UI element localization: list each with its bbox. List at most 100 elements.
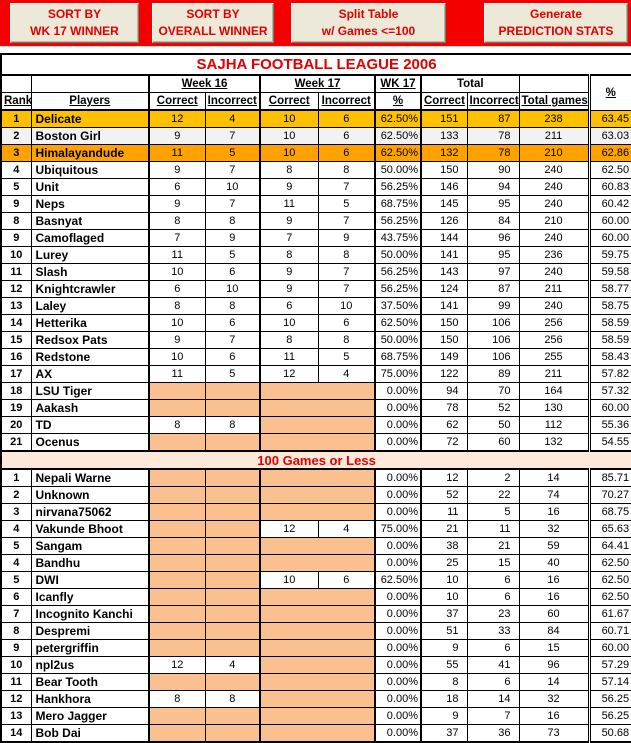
- wk17-pct-cell: 0.00%: [374, 503, 422, 521]
- w16-incorrect-cell: 9: [204, 229, 261, 247]
- w16-incorrect-cell: 8: [204, 212, 261, 230]
- rank-cell: 1: [0, 468, 32, 487]
- total-incorrect-cell: 99: [466, 297, 520, 315]
- button-label: SORT BY: [186, 7, 240, 21]
- rank-cell: 8: [0, 212, 32, 230]
- wk17-pct-cell: 0.00%: [374, 399, 422, 417]
- total-header: Total: [420, 74, 520, 93]
- page-title: SAJHA FOOTBALL LEAGUE 2006: [0, 53, 631, 76]
- total-incorrect-cell: 87: [466, 280, 520, 298]
- table-row: 5 DWI 10 6 62.50% 10 6 16 62.50: [0, 571, 631, 589]
- w16-incorrect-cell: 6: [204, 263, 261, 281]
- rank-cell: 8: [0, 622, 32, 640]
- total-correct-cell: 25: [420, 554, 468, 572]
- total-incorrect-cell: 21: [466, 537, 520, 555]
- w17-incorrect-cell: 8: [317, 246, 376, 264]
- w16-correct-cell: [148, 622, 206, 640]
- table-row: 13 Laley 8 8 6 10 37.50% 141 99 240 58.75: [0, 297, 631, 315]
- w16-correct-cell: 8: [148, 297, 206, 315]
- pct-cell: 57.32: [587, 382, 631, 400]
- total-incorrect-cell: 106: [466, 331, 520, 349]
- w17-merged-cell: [259, 690, 376, 708]
- table-row: 3 nirvana75062 0.00% 11 5 16 68.75: [0, 503, 631, 521]
- table-row: 9 Neps 9 7 11 5 68.75% 145 95 240 60.42: [0, 195, 631, 213]
- total-games-cell: 256: [518, 314, 590, 332]
- rank-cell: 3: [0, 503, 32, 521]
- w16-incorrect-cell: 7: [204, 331, 261, 349]
- w17-incorrect-cell: 5: [317, 348, 376, 366]
- w16-incorrect-cell: [204, 571, 261, 589]
- section-divider-label: 100 Games or Less: [0, 450, 631, 470]
- player-cell: Laley: [30, 297, 150, 315]
- player-cell: Ocenus: [30, 433, 150, 452]
- toolbar-gap: [0, 46, 631, 53]
- w16-correct-cell: 9: [148, 195, 206, 213]
- table-row: 21 Ocenus 0.00% 72 60 132 54.55: [0, 433, 631, 452]
- player-cell: AX: [30, 365, 150, 383]
- pct-cell: 63.45: [587, 109, 631, 128]
- table-row: 18 LSU Tiger 0.00% 94 70 164 57.32: [0, 382, 631, 400]
- generate-prediction-stats-button[interactable]: Generate PREDICTION STATS: [484, 3, 628, 43]
- total-games-cell: 210: [518, 144, 590, 162]
- w17-merged-cell: [259, 588, 376, 606]
- player-cell: Nepali Warne: [30, 468, 150, 487]
- rank-cell: 9: [0, 229, 32, 247]
- wk17-header: WK 17: [374, 74, 422, 93]
- w16-correct-cell: 10: [148, 263, 206, 281]
- wk17-pct-cell: 0.00%: [374, 382, 422, 400]
- wk17-pct-cell: 56.25%: [374, 263, 422, 281]
- rank-cell: 13: [0, 707, 32, 725]
- wk17-pct-cell: 0.00%: [374, 486, 422, 504]
- total-correct-cell: 38: [420, 537, 468, 555]
- total-correct-cell: 126: [420, 212, 468, 230]
- rank-cell: 16: [0, 348, 32, 366]
- table-row: 7 Incognito Kanchi 0.00% 37 23 60 61.67: [0, 605, 631, 623]
- total-correct-cell: 11: [420, 503, 468, 521]
- player-cell: Mero Jagger: [30, 707, 150, 725]
- button-label: Split Table: [338, 7, 399, 21]
- total-correct-cell: 150: [420, 331, 468, 349]
- w17-correct-cell: 12: [259, 520, 319, 538]
- sort-wk17-winner-button[interactable]: SORT BY WK 17 WINNER: [10, 3, 139, 43]
- split-table-button[interactable]: Split Table w/ Games <=100: [291, 3, 446, 43]
- wk17-pct-cell: 0.00%: [374, 554, 422, 572]
- w17-merged-cell: [259, 433, 376, 452]
- table-row: 15 Redsox Pats 9 7 8 8 50.00% 150 106 256 58.59: [0, 331, 631, 349]
- player-cell: Himalayandude: [30, 144, 150, 162]
- player-cell: DWI: [30, 571, 150, 589]
- w16-incorrect-cell: [204, 486, 261, 504]
- player-cell: Unit: [30, 178, 150, 196]
- player-cell: Slash: [30, 263, 150, 281]
- w16-incorrect-header: Incorrect: [204, 92, 261, 111]
- pct-cell: 57.82: [587, 365, 631, 383]
- pct-cell: 60.00: [587, 639, 631, 657]
- w16-correct-cell: [148, 399, 206, 417]
- w16-correct-cell: 6: [148, 178, 206, 196]
- total-games-cell: 14: [518, 468, 590, 487]
- w16-incorrect-cell: [204, 382, 261, 400]
- w17-correct-cell: 9: [259, 178, 319, 196]
- total-incorrect-cell: 6: [466, 639, 520, 657]
- w17-merged-cell: [259, 605, 376, 623]
- pct-cell: 56.25: [587, 690, 631, 708]
- total-games-cell: 15: [518, 639, 590, 657]
- table-row: 8 Basnyat 8 8 9 7 56.25% 126 84 210 60.00: [0, 212, 631, 230]
- w16-incorrect-cell: 10: [204, 178, 261, 196]
- rank-cell: 12: [0, 280, 32, 298]
- table-row: 2 Boston Girl 9 7 10 6 62.50% 133 78 211 63.03: [0, 127, 631, 145]
- w16-correct-cell: 8: [148, 690, 206, 708]
- w16-incorrect-cell: 7: [204, 161, 261, 179]
- total-games-cell: 16: [518, 588, 590, 606]
- w16-incorrect-cell: [204, 520, 261, 538]
- total-games-cell: 240: [518, 229, 590, 247]
- table-row: 13 Mero Jagger 0.00% 9 7 16 56.25: [0, 707, 631, 725]
- w16-correct-cell: 10: [148, 314, 206, 332]
- rank-cell: 1: [0, 109, 32, 128]
- sort-overall-winner-button[interactable]: SORT BY OVERALL WINNER: [152, 3, 274, 43]
- w17-merged-cell: [259, 537, 376, 555]
- pct-cell: 59.75: [587, 246, 631, 264]
- w16-incorrect-cell: [204, 724, 261, 743]
- table-row: 4 Vakunde Bhoot 12 4 75.00% 21 11 32 65.63: [0, 520, 631, 538]
- w17-incorrect-cell: 7: [317, 263, 376, 281]
- wk17-pct-cell: 75.00%: [374, 365, 422, 383]
